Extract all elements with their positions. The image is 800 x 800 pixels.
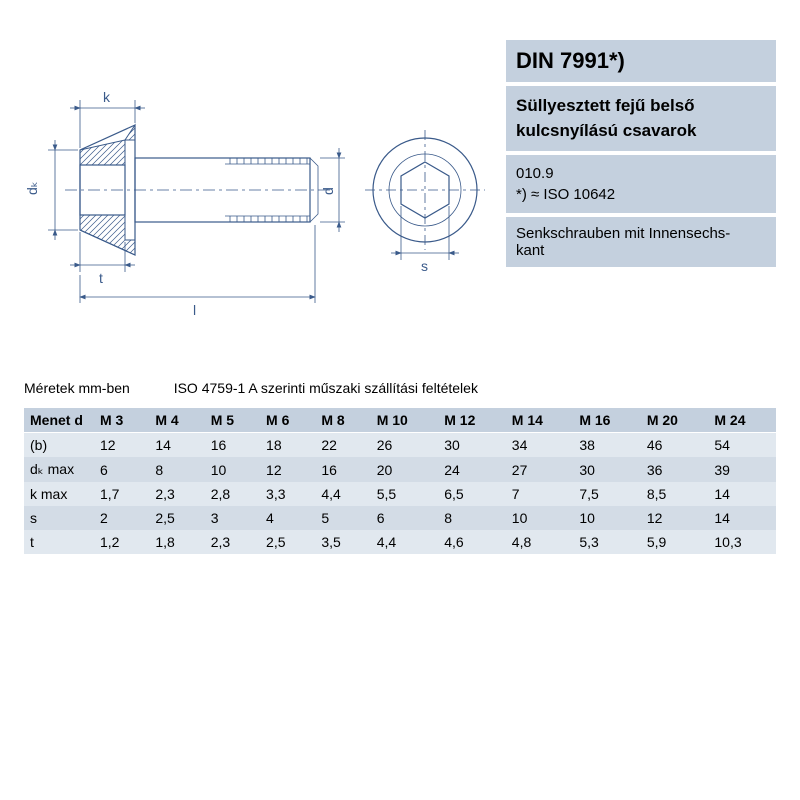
cell: 4,8 bbox=[506, 530, 574, 554]
product-title: Süllyesztett fejű belső kulcsnyílású csa… bbox=[506, 86, 776, 151]
cell: 4,4 bbox=[315, 482, 370, 506]
cell: 5,5 bbox=[371, 482, 439, 506]
cell: 3 bbox=[205, 506, 260, 530]
cell: 5 bbox=[315, 506, 370, 530]
info-panel: DIN 7991*) Süllyesztett fejű belső kulcs… bbox=[506, 40, 776, 340]
col-size: M 3 bbox=[94, 408, 149, 433]
row-label: k max bbox=[24, 482, 94, 506]
table-row: t1,21,82,32,53,54,44,64,85,35,910,3 bbox=[24, 530, 776, 554]
cell: 2,3 bbox=[149, 482, 204, 506]
delivery-caption: ISO 4759-1 A szerinti műszaki szállítási… bbox=[174, 380, 478, 396]
dim-t: t bbox=[99, 270, 103, 286]
cell: 4,4 bbox=[371, 530, 439, 554]
standard-code: DIN 7991*) bbox=[506, 40, 776, 82]
dim-k: k bbox=[103, 89, 111, 105]
cell: 39 bbox=[708, 457, 776, 482]
col-size: M 10 bbox=[371, 408, 439, 433]
cell: 10 bbox=[573, 506, 641, 530]
cell: 6,5 bbox=[438, 482, 506, 506]
cell: 5,9 bbox=[641, 530, 709, 554]
cell: 5,3 bbox=[573, 530, 641, 554]
col-label: Menet d bbox=[24, 408, 94, 433]
technical-drawing: k dₖ d t bbox=[24, 40, 506, 340]
cell: 7,5 bbox=[573, 482, 641, 506]
cell: 2,8 bbox=[205, 482, 260, 506]
cell: 14 bbox=[708, 506, 776, 530]
col-size: M 4 bbox=[149, 408, 204, 433]
dim-l: l bbox=[193, 302, 196, 318]
german-note: Senkschrauben mit Innensechs- kant bbox=[506, 217, 776, 267]
dim-dk: dₖ bbox=[24, 181, 40, 195]
cell: 24 bbox=[438, 457, 506, 482]
grade: 010.9 bbox=[516, 163, 766, 184]
cell: 16 bbox=[205, 433, 260, 458]
table-row: k max1,72,32,83,34,45,56,577,58,514 bbox=[24, 482, 776, 506]
dimension-table: Menet dM 3M 4M 5M 6M 8M 10M 12M 14M 16M … bbox=[24, 408, 776, 554]
cell: 30 bbox=[573, 457, 641, 482]
cell: 2,5 bbox=[149, 506, 204, 530]
cell: 6 bbox=[94, 457, 149, 482]
col-size: M 14 bbox=[506, 408, 574, 433]
units-caption: Méretek mm-ben bbox=[24, 380, 130, 396]
cell: 4,6 bbox=[438, 530, 506, 554]
iso-note: *) ≈ ISO 10642 bbox=[516, 184, 766, 205]
row-label: s bbox=[24, 506, 94, 530]
cell: 6 bbox=[371, 506, 439, 530]
cell: 1,7 bbox=[94, 482, 149, 506]
col-size: M 5 bbox=[205, 408, 260, 433]
cell: 18 bbox=[260, 433, 315, 458]
col-size: M 20 bbox=[641, 408, 709, 433]
cell: 38 bbox=[573, 433, 641, 458]
cell: 12 bbox=[641, 506, 709, 530]
cell: 1,2 bbox=[94, 530, 149, 554]
cell: 12 bbox=[94, 433, 149, 458]
cell: 10 bbox=[506, 506, 574, 530]
cell: 8 bbox=[438, 506, 506, 530]
cell: 2,3 bbox=[205, 530, 260, 554]
cell: 1,8 bbox=[149, 530, 204, 554]
cell: 8,5 bbox=[641, 482, 709, 506]
col-size: M 24 bbox=[708, 408, 776, 433]
cell: 20 bbox=[371, 457, 439, 482]
cell: 7 bbox=[506, 482, 574, 506]
grade-block: 010.9 *) ≈ ISO 10642 bbox=[506, 155, 776, 213]
cell: 36 bbox=[641, 457, 709, 482]
table-row: (b)1214161822263034384654 bbox=[24, 433, 776, 458]
table-caption: Méretek mm-ben ISO 4759-1 A szerinti műs… bbox=[24, 380, 776, 396]
cell: 26 bbox=[371, 433, 439, 458]
col-size: M 12 bbox=[438, 408, 506, 433]
cell: 16 bbox=[315, 457, 370, 482]
cell: 3,3 bbox=[260, 482, 315, 506]
cell: 2,5 bbox=[260, 530, 315, 554]
cell: 8 bbox=[149, 457, 204, 482]
table-row: dₖ max68101216202427303639 bbox=[24, 457, 776, 482]
col-size: M 8 bbox=[315, 408, 370, 433]
cell: 10 bbox=[205, 457, 260, 482]
cell: 12 bbox=[260, 457, 315, 482]
table-row: s22,53456810101214 bbox=[24, 506, 776, 530]
cell: 30 bbox=[438, 433, 506, 458]
cell: 54 bbox=[708, 433, 776, 458]
dim-d: d bbox=[320, 187, 336, 195]
row-label: dₖ max bbox=[24, 457, 94, 482]
cell: 46 bbox=[641, 433, 709, 458]
col-size: M 16 bbox=[573, 408, 641, 433]
cell: 3,5 bbox=[315, 530, 370, 554]
cell: 27 bbox=[506, 457, 574, 482]
cell: 34 bbox=[506, 433, 574, 458]
cell: 14 bbox=[149, 433, 204, 458]
cell: 22 bbox=[315, 433, 370, 458]
cell: 2 bbox=[94, 506, 149, 530]
cell: 10,3 bbox=[708, 530, 776, 554]
dim-s: s bbox=[421, 258, 428, 274]
row-label: (b) bbox=[24, 433, 94, 458]
cell: 4 bbox=[260, 506, 315, 530]
col-size: M 6 bbox=[260, 408, 315, 433]
cell: 14 bbox=[708, 482, 776, 506]
row-label: t bbox=[24, 530, 94, 554]
